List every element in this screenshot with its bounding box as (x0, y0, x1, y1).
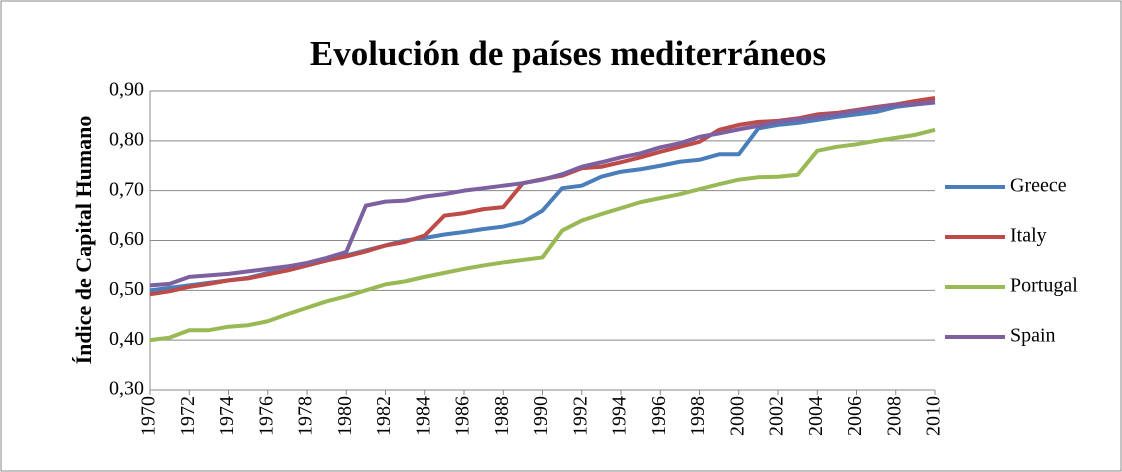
y-tick-label: 0,30 (109, 378, 144, 400)
x-tick-label: 1982 (373, 396, 395, 436)
y-axis-label: Índice de Capital Humano (71, 116, 96, 365)
x-tick-label: 1996 (648, 396, 670, 436)
x-tick-label: 1988 (491, 396, 513, 436)
y-tick-label: 0,90 (109, 79, 144, 101)
series-line (149, 99, 936, 288)
x-tick-label: 1976 (255, 396, 277, 436)
x-tick-label: 2002 (766, 396, 788, 436)
x-tick-label: 2010 (923, 396, 945, 436)
x-tick-label: 1984 (412, 396, 434, 436)
x-tick-label: 1992 (569, 396, 591, 436)
x-tick-label: 1994 (609, 396, 631, 436)
series-line (149, 127, 936, 343)
legend-label: Greece (1010, 175, 1067, 197)
legend-label: Portugal (1010, 275, 1078, 297)
y-tick-label: 0,50 (109, 278, 144, 300)
x-tick-label: 2006 (844, 396, 866, 436)
legend-label: Italy (1010, 225, 1047, 247)
x-tick-label: 1998 (687, 396, 709, 436)
x-tick-label: 1990 (530, 396, 552, 436)
x-tick-label: 2004 (805, 396, 827, 436)
y-tick-label: 0,60 (109, 228, 144, 250)
x-tick-label: 2000 (726, 396, 748, 436)
x-tick-label: 1972 (177, 396, 199, 436)
x-tick-label: 1974 (216, 396, 238, 436)
chart-title: Evolución de países mediterráneos (310, 34, 826, 73)
y-tick-label: 0,70 (109, 178, 144, 200)
x-tick-label: 1978 (295, 396, 317, 436)
y-tick-label: 0,40 (109, 328, 144, 350)
legend-label: Spain (1010, 325, 1056, 347)
x-tick-label: 1970 (138, 396, 160, 436)
x-tick-label: 1980 (334, 396, 356, 436)
x-tick-label: 2008 (883, 396, 905, 436)
y-tick-label: 0,80 (109, 128, 144, 150)
x-tick-label: 1986 (452, 396, 474, 436)
